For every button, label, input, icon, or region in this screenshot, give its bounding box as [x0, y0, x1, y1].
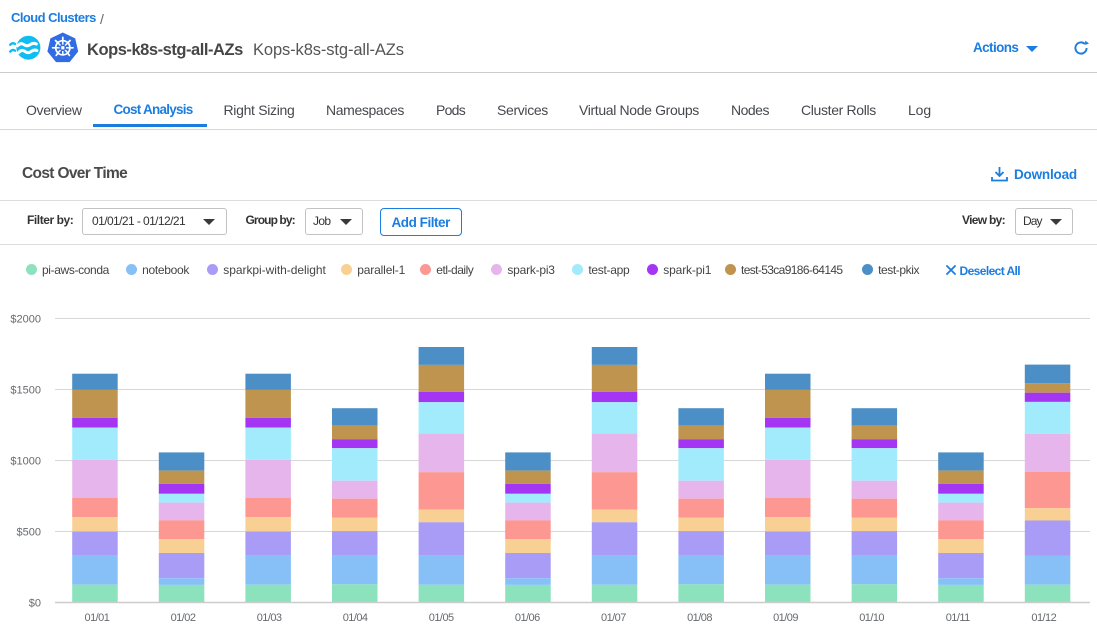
svg-text:$2000: $2000: [10, 314, 41, 326]
svg-text:$1500: $1500: [10, 385, 41, 397]
svg-text:01/11: 01/11: [946, 612, 970, 624]
svg-text:01/06: 01/06: [515, 612, 540, 624]
svg-text:01/08: 01/08: [687, 612, 712, 624]
svg-text:01/03: 01/03: [257, 612, 282, 624]
svg-text:01/07: 01/07: [601, 612, 626, 624]
svg-text:$500: $500: [17, 527, 41, 539]
svg-text:$0: $0: [29, 598, 41, 610]
svg-text:01/12: 01/12: [1031, 612, 1056, 624]
svg-text:01/05: 01/05: [429, 612, 454, 624]
svg-text:$1000: $1000: [10, 456, 41, 468]
svg-text:01/02: 01/02: [171, 612, 196, 624]
svg-text:01/09: 01/09: [773, 612, 798, 624]
svg-text:01/10: 01/10: [859, 612, 884, 624]
svg-text:01/01: 01/01: [85, 612, 110, 624]
svg-text:01/04: 01/04: [343, 612, 368, 624]
